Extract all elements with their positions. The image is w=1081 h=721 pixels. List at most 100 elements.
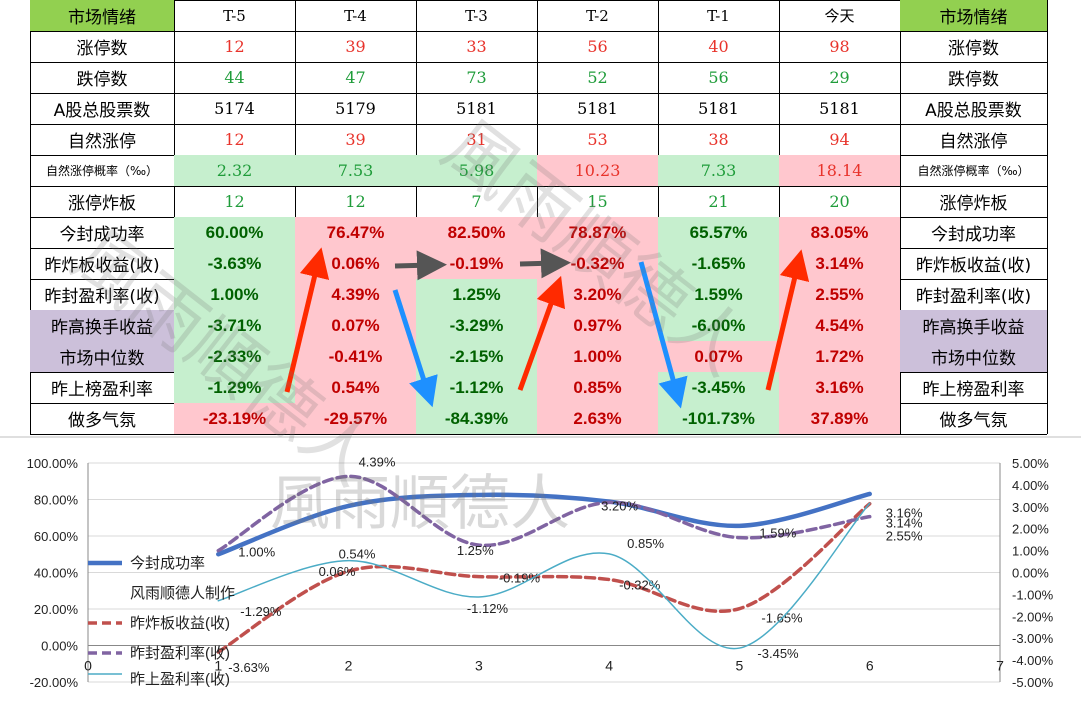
row-label: 昨上榜盈利率 bbox=[51, 380, 153, 400]
table-cell: 52 bbox=[587, 68, 608, 87]
table-cell: 1.00% bbox=[174, 279, 295, 310]
legend-label: 昨炸板收益(收) bbox=[130, 614, 230, 632]
table-cell: 44 bbox=[224, 68, 245, 87]
table-cell: 98 bbox=[829, 37, 850, 56]
table-cell: -2.15% bbox=[416, 341, 537, 372]
table-cell: 7.53 bbox=[295, 155, 416, 186]
y-tick-label-right: 2.00% bbox=[1012, 522, 1049, 537]
row-label: 自然涨停概率（‰） bbox=[917, 164, 1030, 178]
table-cell: 56 bbox=[708, 68, 729, 87]
table-cell: 10.23 bbox=[537, 155, 658, 186]
row-label: 今封成功率 bbox=[59, 225, 145, 245]
data-label: -0.19% bbox=[499, 571, 541, 586]
row-label: 昨炸板收益(收) bbox=[915, 256, 1032, 276]
row-label: 跌停数 bbox=[76, 70, 128, 90]
series-line bbox=[217, 502, 871, 650]
blue-down-arrow bbox=[392, 289, 438, 408]
y-tick-label-right: 0.00% bbox=[1012, 566, 1049, 581]
row-label: 昨高换手收益 bbox=[900, 310, 1047, 341]
table-cell: 78.87% bbox=[537, 217, 658, 248]
table-cell: 5174 bbox=[214, 99, 255, 118]
table-cell: 73 bbox=[466, 68, 487, 87]
table-cell: 3.16% bbox=[779, 372, 900, 403]
column-header: T-3 bbox=[465, 6, 488, 25]
series-line bbox=[216, 474, 872, 553]
x-tick-label: 0 bbox=[84, 658, 92, 674]
row-label: 跌停数 bbox=[948, 70, 999, 90]
table-cell: 7 bbox=[471, 192, 482, 211]
table-cell: 5.98 bbox=[416, 155, 537, 186]
row-label: 做多气氛 bbox=[68, 411, 136, 431]
table-cell: 82.50% bbox=[416, 217, 537, 248]
table-cell: 12 bbox=[224, 192, 245, 211]
y-tick-label-left: 100.00% bbox=[27, 456, 79, 471]
table-cell: 15 bbox=[587, 192, 608, 211]
column-header: T-4 bbox=[344, 6, 367, 25]
y-tick-label-left: -20.00% bbox=[30, 675, 79, 690]
red-up-arrow bbox=[517, 275, 566, 391]
table-cell: 5181 bbox=[819, 99, 860, 118]
y-tick-label-left: 40.00% bbox=[34, 566, 79, 581]
table-cell: 1.25% bbox=[416, 279, 537, 310]
gray-right-arrow bbox=[519, 248, 571, 279]
x-tick-label: 2 bbox=[345, 658, 353, 674]
data-label: -1.29% bbox=[240, 604, 282, 619]
table-cell: -1.29% bbox=[174, 372, 295, 403]
table-cell: -6.00% bbox=[658, 310, 779, 341]
table-cell: 31 bbox=[466, 130, 487, 149]
row-label: 市场中位数 bbox=[30, 341, 174, 372]
table-cell: -3.63% bbox=[174, 248, 295, 279]
table-cell: 5181 bbox=[698, 99, 739, 118]
data-label: -0.32% bbox=[619, 578, 661, 593]
table-cell: 20 bbox=[829, 192, 850, 211]
table-cell: 5179 bbox=[335, 99, 376, 118]
table-cell: 5181 bbox=[577, 99, 618, 118]
table-cell: 0.07% bbox=[295, 310, 416, 341]
y-tick-label-right: 4.00% bbox=[1012, 478, 1049, 493]
data-label: 0.06% bbox=[319, 564, 356, 579]
column-header: T-1 bbox=[707, 6, 730, 25]
y-tick-label-right: 5.00% bbox=[1012, 456, 1049, 471]
x-tick-label: 4 bbox=[605, 658, 613, 674]
table-cell: -2.33% bbox=[174, 341, 295, 372]
row-label: A股总股票数 bbox=[925, 101, 1022, 121]
y-tick-label-left: 0.00% bbox=[41, 639, 78, 654]
row-label: 昨炸板收益(收) bbox=[44, 256, 160, 276]
table-cell: 65.57% bbox=[658, 217, 779, 248]
table-cell: 39 bbox=[345, 130, 366, 149]
table-cell: 53 bbox=[587, 130, 608, 149]
table-cell: 2.55% bbox=[779, 279, 900, 310]
row-label: 涨停数 bbox=[76, 39, 128, 59]
data-label: 0.85% bbox=[627, 536, 664, 551]
y-tick-label-right: -3.00% bbox=[1012, 631, 1054, 646]
y-tick-label-left: 20.00% bbox=[34, 602, 79, 617]
table-cell: 83.05% bbox=[779, 217, 900, 248]
table-cell: 76.47% bbox=[295, 217, 416, 248]
row-label: 自然涨停概率（‰） bbox=[45, 164, 159, 178]
data-label: 1.25% bbox=[457, 543, 494, 558]
table-cell: 5181 bbox=[456, 99, 497, 118]
data-label: 3.14% bbox=[886, 516, 923, 531]
table-cell: 33 bbox=[466, 37, 487, 56]
table-cell: -3.29% bbox=[416, 310, 537, 341]
data-label: 2.55% bbox=[886, 529, 923, 544]
data-label: -3.45% bbox=[757, 646, 799, 661]
row-label: 昨封盈利率(收) bbox=[915, 287, 1032, 307]
row-label: 自然涨停 bbox=[68, 132, 136, 152]
y-tick-label-right: 1.00% bbox=[1012, 544, 1049, 559]
table-cell: -23.19% bbox=[174, 403, 295, 434]
x-tick-label: 3 bbox=[475, 658, 483, 674]
row-label: 做多气氛 bbox=[939, 411, 1008, 431]
table-cell: 47 bbox=[345, 68, 366, 87]
table-cell: 38 bbox=[708, 130, 729, 149]
table-cell: 21 bbox=[708, 192, 729, 211]
legend-label: 今封成功率 bbox=[130, 555, 205, 572]
x-tick-label: 6 bbox=[866, 658, 874, 674]
table-cell: 94 bbox=[829, 130, 850, 149]
row-label: 涨停炸板 bbox=[68, 194, 136, 214]
data-label: 4.39% bbox=[359, 454, 396, 469]
y-tick-label-right: -2.00% bbox=[1012, 609, 1054, 624]
x-tick-label: 1 bbox=[214, 658, 222, 674]
row-label: 自然涨停 bbox=[939, 132, 1008, 152]
